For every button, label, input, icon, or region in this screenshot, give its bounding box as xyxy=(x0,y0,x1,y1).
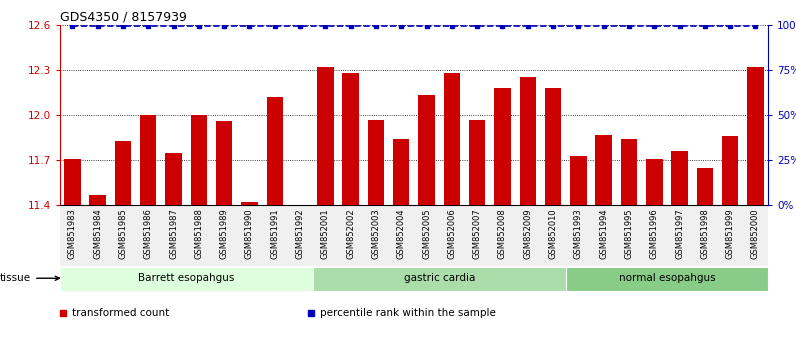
Text: GSM852002: GSM852002 xyxy=(346,208,355,259)
Text: GSM851997: GSM851997 xyxy=(675,208,684,259)
Text: GSM851998: GSM851998 xyxy=(700,208,709,259)
Text: GSM851996: GSM851996 xyxy=(650,208,659,259)
Bar xyxy=(166,153,181,205)
Bar xyxy=(722,136,739,205)
Bar xyxy=(747,67,763,205)
Text: GSM851991: GSM851991 xyxy=(271,208,279,259)
Bar xyxy=(216,121,232,205)
Text: GSM851992: GSM851992 xyxy=(295,208,305,259)
Text: GSM852010: GSM852010 xyxy=(548,208,557,259)
Text: GSM852007: GSM852007 xyxy=(473,208,482,259)
Text: GSM852009: GSM852009 xyxy=(523,208,533,259)
Bar xyxy=(342,73,359,205)
Bar xyxy=(469,120,486,205)
Text: GSM851994: GSM851994 xyxy=(599,208,608,259)
Bar xyxy=(671,151,688,205)
Text: GSM852004: GSM852004 xyxy=(396,208,406,259)
Text: tissue: tissue xyxy=(0,273,60,283)
Text: percentile rank within the sample: percentile rank within the sample xyxy=(321,308,496,318)
Text: GSM851989: GSM851989 xyxy=(220,208,228,259)
Bar xyxy=(544,88,561,205)
Text: GSM851984: GSM851984 xyxy=(93,208,102,259)
Bar xyxy=(566,267,768,291)
Text: GSM851986: GSM851986 xyxy=(144,208,153,259)
Text: GSM852006: GSM852006 xyxy=(447,208,456,259)
Bar xyxy=(570,156,587,205)
Bar xyxy=(696,168,713,205)
Bar xyxy=(646,159,662,205)
Text: GSM851995: GSM851995 xyxy=(625,208,634,259)
Text: GSM851993: GSM851993 xyxy=(574,208,583,259)
Bar xyxy=(115,141,131,205)
Bar xyxy=(595,135,612,205)
Bar xyxy=(520,78,536,205)
Bar xyxy=(241,202,258,205)
Text: GSM852005: GSM852005 xyxy=(422,208,431,259)
Text: GSM851985: GSM851985 xyxy=(119,208,127,259)
Text: GSM851999: GSM851999 xyxy=(726,208,735,259)
Bar xyxy=(443,73,460,205)
Bar xyxy=(494,88,511,205)
Text: GSM852003: GSM852003 xyxy=(372,208,380,259)
Bar xyxy=(267,97,283,205)
Bar xyxy=(313,267,566,291)
Bar xyxy=(368,120,384,205)
Bar xyxy=(621,139,638,205)
Bar xyxy=(317,67,334,205)
Text: GDS4350 / 8157939: GDS4350 / 8157939 xyxy=(60,11,186,24)
Text: normal esopahgus: normal esopahgus xyxy=(618,273,716,283)
Text: GSM852000: GSM852000 xyxy=(751,208,760,259)
Text: GSM851988: GSM851988 xyxy=(194,208,203,259)
Text: GSM852008: GSM852008 xyxy=(498,208,507,259)
Text: gastric cardia: gastric cardia xyxy=(404,273,475,283)
Bar xyxy=(64,159,80,205)
Text: GSM852001: GSM852001 xyxy=(321,208,330,259)
Bar xyxy=(89,195,106,205)
Bar xyxy=(140,115,157,205)
Text: GSM851990: GSM851990 xyxy=(245,208,254,259)
Text: transformed count: transformed count xyxy=(72,308,170,318)
Bar xyxy=(190,115,207,205)
Bar xyxy=(393,139,409,205)
Text: GSM851983: GSM851983 xyxy=(68,208,77,259)
Bar xyxy=(419,96,435,205)
Text: Barrett esopahgus: Barrett esopahgus xyxy=(138,273,234,283)
Text: GSM851987: GSM851987 xyxy=(169,208,178,259)
Bar xyxy=(60,267,313,291)
